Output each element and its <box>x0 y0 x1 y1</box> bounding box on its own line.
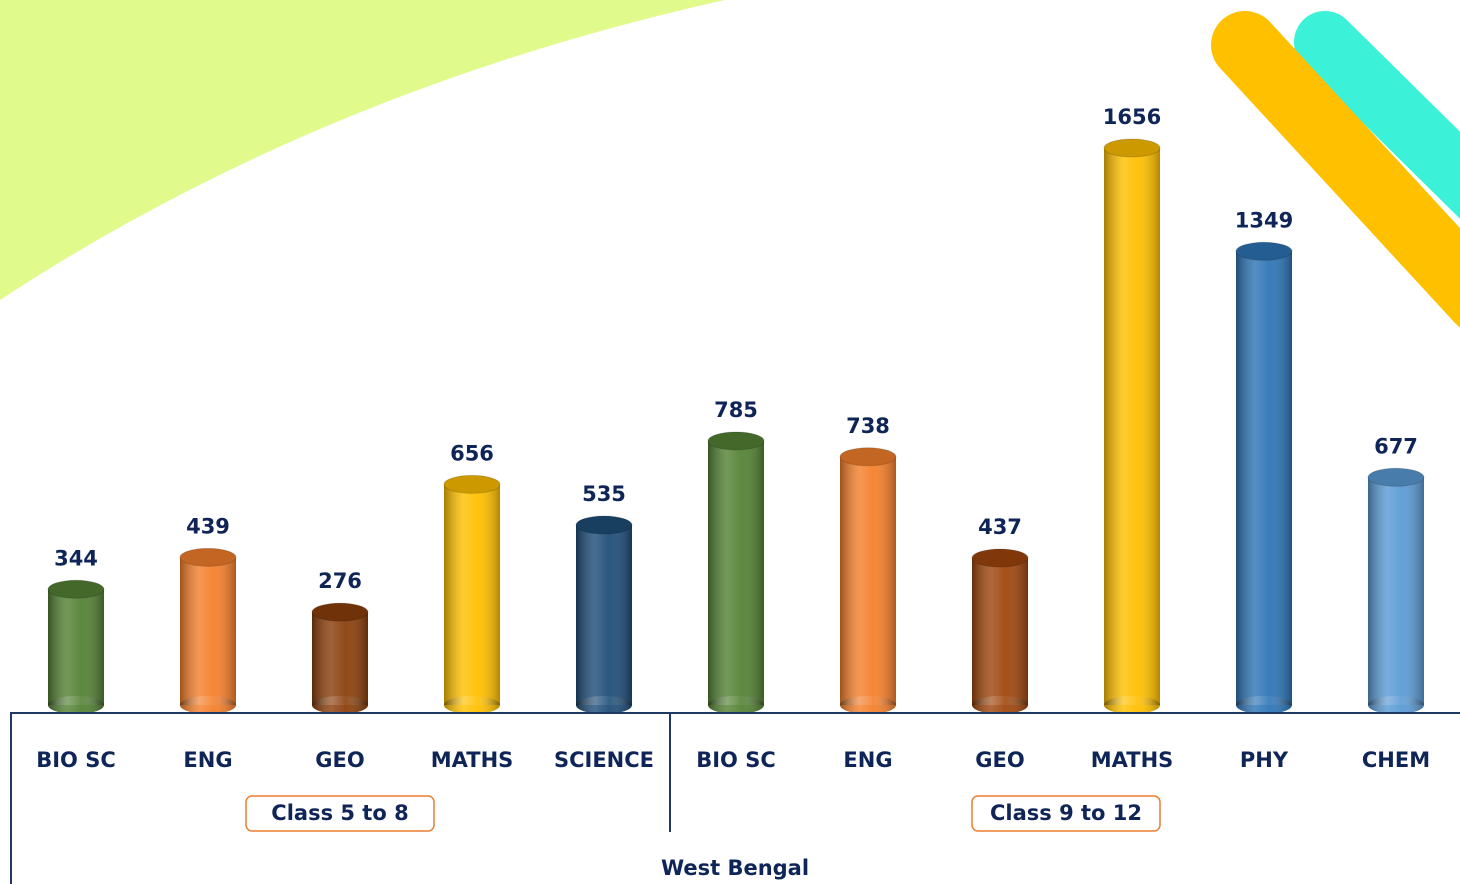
bar-shading <box>840 457 896 705</box>
bar-top-shade <box>972 549 1028 567</box>
bar-top-shade <box>708 432 764 450</box>
bar <box>444 475 500 714</box>
value-label: 535 <box>582 482 626 506</box>
value-label: 1656 <box>1103 105 1161 129</box>
bar-top-shade <box>1236 242 1292 260</box>
bar <box>180 548 236 714</box>
bar <box>48 580 104 714</box>
x-tick-label: SCIENCE <box>554 748 654 772</box>
bar-bottom-shading <box>1236 696 1292 714</box>
bar-bottom-shading <box>708 696 764 714</box>
group-label: Class 5 to 8 <box>271 801 408 825</box>
bar-bottom-shading <box>48 696 104 714</box>
bar-shading <box>444 484 500 705</box>
bar-top-shade <box>312 603 368 621</box>
value-label: 437 <box>978 515 1022 539</box>
value-label: 1349 <box>1235 208 1293 232</box>
bar <box>840 448 896 714</box>
bar-top-shade <box>840 448 896 466</box>
bar-top-shade <box>48 580 104 598</box>
bar-bottom-shading <box>1368 696 1424 714</box>
bar <box>1368 468 1424 714</box>
bar-top-shade <box>576 516 632 534</box>
bar-shading <box>576 525 632 705</box>
bar-bottom-shading <box>972 696 1028 714</box>
x-tick-label: PHY <box>1240 748 1289 772</box>
bar-shading <box>180 557 236 705</box>
bar-shading <box>48 589 104 705</box>
bar-top-shade <box>1104 139 1160 157</box>
bar-top-shade <box>180 548 236 566</box>
bar <box>1236 242 1292 714</box>
value-label: 656 <box>450 441 494 465</box>
bar-shading <box>1236 251 1292 705</box>
bar <box>708 432 764 714</box>
x-tick-label: BIO SC <box>696 748 776 772</box>
x-tick-label: BIO SC <box>36 748 116 772</box>
x-tick-label: MATHS <box>1091 748 1174 772</box>
bar-shading <box>1104 148 1160 705</box>
x-tick-label: CHEM <box>1362 748 1430 772</box>
value-label: 439 <box>186 514 230 538</box>
bar-shading <box>708 441 764 705</box>
bar-bottom-shading <box>1104 696 1160 714</box>
bar <box>576 516 632 714</box>
bar <box>1104 139 1160 714</box>
x-tick-label: ENG <box>183 748 232 772</box>
bar-shading <box>312 612 368 705</box>
bar-top-shade <box>1368 468 1424 486</box>
x-axis-label: West Bengal <box>661 856 809 880</box>
bar-bottom-shading <box>180 696 236 714</box>
bar <box>312 603 368 714</box>
value-label: 677 <box>1374 434 1418 458</box>
plot-area <box>48 139 1424 714</box>
bar-shading <box>972 558 1028 705</box>
chart: West Bengal 344 BIO SC 439 ENG 276 GEO 656 MATH… <box>0 0 1460 884</box>
bar-bottom-shading <box>576 696 632 714</box>
value-label: 276 <box>318 569 362 593</box>
x-tick-label: GEO <box>975 748 1024 772</box>
x-tick-label: ENG <box>843 748 892 772</box>
bar-bottom-shading <box>312 696 368 714</box>
value-label: 344 <box>54 546 98 570</box>
bar <box>972 549 1028 714</box>
bar-bottom-shading <box>840 696 896 714</box>
background-shape <box>0 0 725 300</box>
value-label: 785 <box>714 398 758 422</box>
group-label: Class 9 to 12 <box>990 801 1142 825</box>
x-tick-label: GEO <box>315 748 364 772</box>
bar-top-shade <box>444 475 500 493</box>
value-label: 738 <box>846 414 890 438</box>
bar-bottom-shading <box>444 696 500 714</box>
x-tick-label: MATHS <box>431 748 514 772</box>
bar-shading <box>1368 477 1424 705</box>
